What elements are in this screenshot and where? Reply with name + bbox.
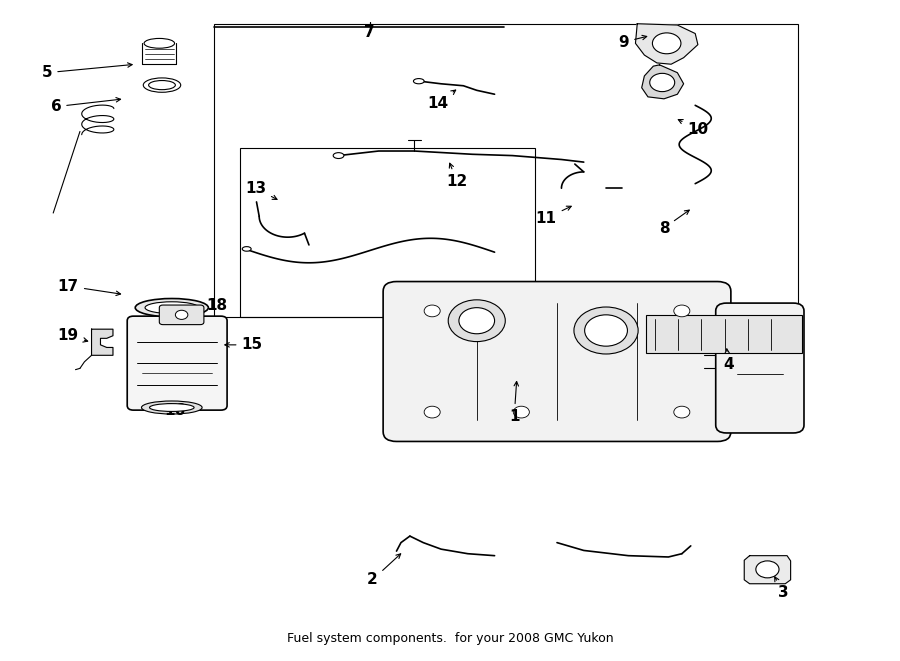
Text: 7: 7 (364, 25, 375, 40)
Polygon shape (92, 329, 113, 356)
Text: 15: 15 (225, 337, 263, 352)
Polygon shape (642, 65, 684, 98)
Circle shape (650, 73, 675, 92)
Circle shape (674, 407, 690, 418)
FancyBboxPatch shape (159, 305, 204, 325)
Text: 6: 6 (50, 98, 121, 114)
Text: 11: 11 (536, 206, 572, 226)
Circle shape (459, 307, 495, 334)
Ellipse shape (149, 404, 194, 411)
Text: 8: 8 (659, 210, 689, 235)
Text: 18: 18 (197, 298, 227, 314)
Text: 9: 9 (618, 34, 647, 50)
Bar (240, 148, 535, 317)
Text: 13: 13 (245, 180, 277, 200)
Circle shape (574, 307, 638, 354)
Bar (213, 24, 797, 317)
Text: 16: 16 (165, 403, 186, 418)
FancyBboxPatch shape (716, 303, 804, 433)
FancyBboxPatch shape (383, 282, 731, 442)
Circle shape (424, 407, 440, 418)
Text: 3: 3 (775, 577, 788, 600)
Text: 1: 1 (509, 381, 519, 424)
Circle shape (674, 305, 690, 317)
Circle shape (513, 407, 529, 418)
Circle shape (176, 310, 188, 319)
Ellipse shape (143, 78, 181, 93)
Ellipse shape (413, 79, 424, 84)
Text: 4: 4 (723, 349, 734, 372)
Text: 2: 2 (367, 554, 400, 588)
Ellipse shape (144, 38, 175, 48)
FancyBboxPatch shape (127, 316, 227, 410)
Circle shape (585, 315, 627, 346)
Text: 10: 10 (679, 120, 708, 137)
Circle shape (448, 300, 505, 342)
Ellipse shape (135, 299, 209, 317)
Circle shape (424, 305, 440, 317)
Polygon shape (635, 24, 698, 64)
Text: Fuel system components.  for your 2008 GMC Yukon: Fuel system components. for your 2008 GM… (287, 632, 613, 645)
Ellipse shape (242, 247, 251, 251)
Ellipse shape (333, 153, 344, 159)
Text: 12: 12 (446, 163, 468, 189)
Bar (646, 315, 802, 354)
Circle shape (756, 561, 779, 578)
Text: 5: 5 (41, 63, 132, 80)
Polygon shape (744, 556, 790, 584)
Circle shape (652, 33, 681, 54)
Text: 14: 14 (427, 90, 455, 111)
Text: 19: 19 (58, 329, 87, 343)
Ellipse shape (141, 401, 202, 414)
Text: 17: 17 (58, 279, 121, 295)
Ellipse shape (148, 81, 176, 90)
Ellipse shape (145, 302, 199, 313)
